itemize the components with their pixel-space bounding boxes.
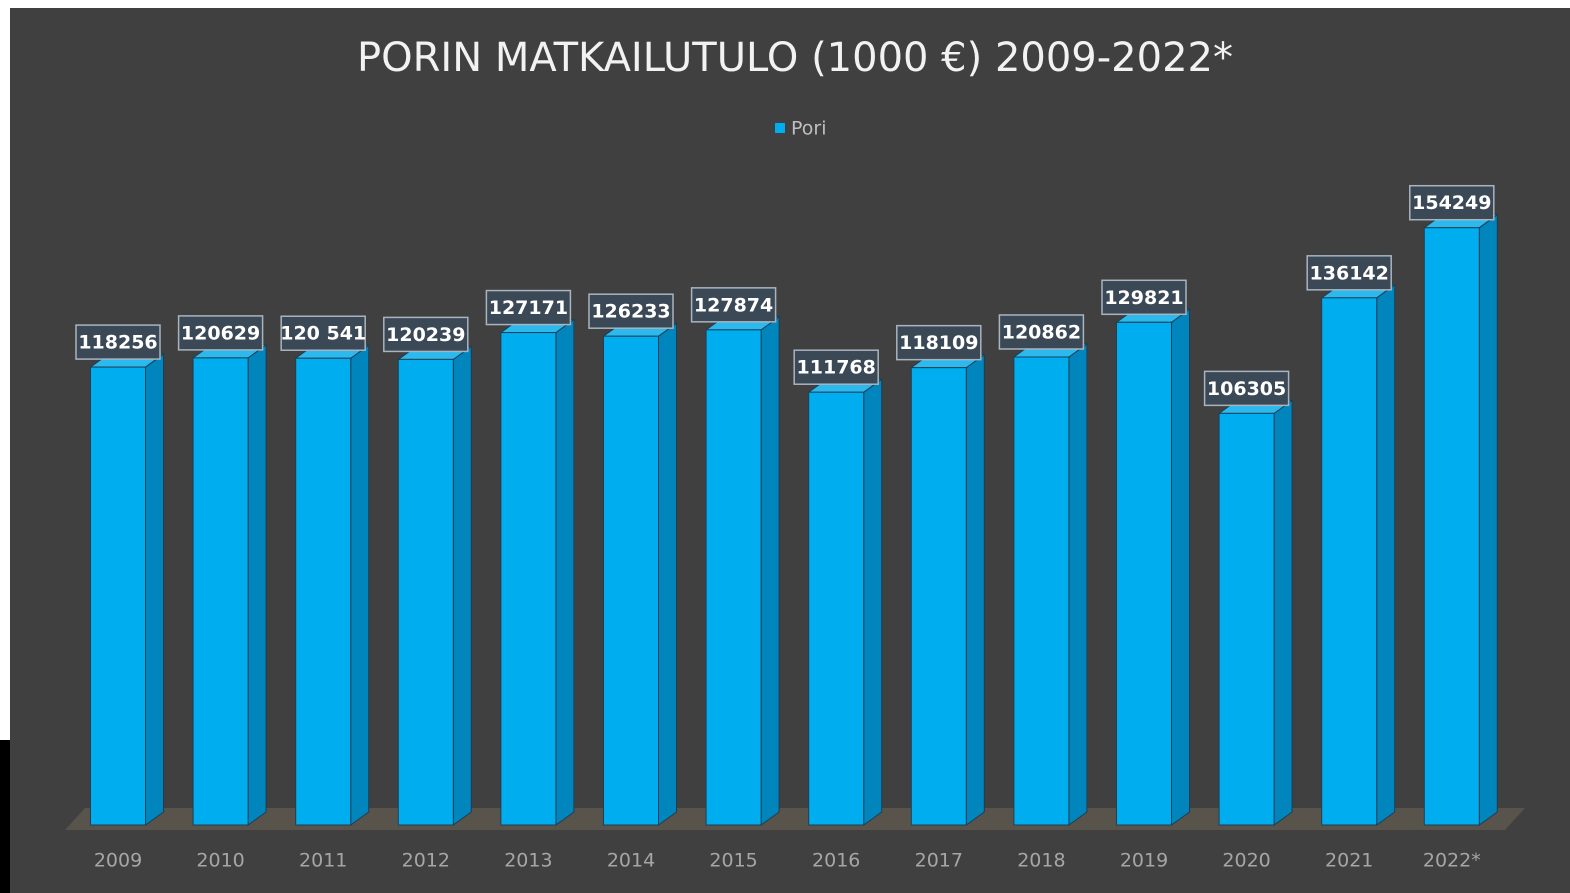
bar-side: [965, 353, 985, 826]
data-label-box: [1101, 279, 1187, 316]
floor: [65, 808, 1525, 830]
data-label: 136142: [1310, 262, 1389, 284]
bar-side: [1376, 283, 1396, 826]
x-tick-label: 2011: [299, 850, 347, 872]
bar-side: [350, 344, 370, 826]
data-label-box: [177, 315, 264, 351]
data-label: 154249: [1412, 192, 1491, 214]
x-tick-label: 2015: [709, 850, 757, 872]
x-tick-label: 2020: [1222, 850, 1270, 872]
data-label-box: [588, 293, 674, 329]
bar-side: [1478, 213, 1498, 826]
x-tick-label: 2012: [402, 850, 450, 872]
bar-side: [452, 345, 472, 826]
bar: [705, 329, 762, 826]
bar: [295, 357, 352, 826]
bar-side: [1171, 308, 1190, 826]
x-tick-label: 2019: [1120, 850, 1168, 872]
data-label: 120629: [181, 322, 260, 344]
x-tick-label: 2021: [1325, 850, 1373, 872]
bar-side: [1068, 343, 1088, 826]
bar: [1116, 321, 1172, 826]
data-label-box: [280, 315, 366, 351]
legend-label: Pori: [791, 118, 827, 140]
x-tick-label: 2017: [915, 850, 963, 872]
bar-side: [863, 378, 883, 826]
bar: [90, 366, 146, 826]
bar: [603, 335, 659, 826]
data-label: 120 541: [280, 323, 366, 345]
bar: [500, 332, 557, 826]
data-label-box: [793, 349, 879, 385]
bar: [808, 391, 865, 826]
bar: [1423, 227, 1480, 826]
bar: [910, 367, 967, 826]
x-tick-label: 2010: [196, 850, 244, 872]
data-label: 120239: [386, 324, 465, 346]
data-label: 127171: [489, 297, 568, 319]
chart-background: [10, 8, 1570, 893]
bar: [397, 358, 454, 826]
data-label-box: [998, 314, 1085, 350]
data-label-box: [690, 287, 777, 323]
bar: [1218, 412, 1275, 826]
x-tick-label: 2018: [1017, 850, 1065, 872]
x-tick-label: 2009: [94, 850, 142, 872]
bar: [192, 357, 249, 826]
x-tick-label: 2014: [607, 850, 655, 872]
data-label: 127874: [694, 294, 773, 316]
data-label-box: [1306, 255, 1392, 291]
bar-side: [760, 315, 780, 826]
data-label: 118109: [899, 332, 978, 354]
x-tick-label: 2022*: [1423, 850, 1481, 872]
corner: [0, 740, 12, 893]
bar-side: [247, 343, 267, 826]
bar-side: [658, 322, 677, 826]
bar-side: [145, 353, 164, 826]
bar-side: [555, 318, 575, 826]
bar: [1013, 356, 1070, 826]
data-label-box: [75, 324, 161, 360]
x-tick-label: 2016: [812, 850, 860, 872]
data-label: 118256: [78, 332, 157, 354]
bar-side: [1273, 399, 1293, 826]
x-tick-label: 2013: [504, 850, 552, 872]
data-label-box: [485, 289, 572, 326]
data-label: 120862: [1002, 321, 1081, 343]
data-label: 106305: [1207, 378, 1286, 400]
data-label-box: [1203, 370, 1290, 407]
data-label: 129821: [1104, 287, 1183, 309]
data-label-box: [1409, 184, 1495, 221]
data-label-box: [896, 324, 982, 361]
bar: [1321, 297, 1378, 826]
legend-swatch: [775, 123, 785, 133]
chart-title: PORIN MATKAILUTULO (1000 €) 2009-2022*: [357, 35, 1233, 81]
data-label: 111768: [797, 357, 876, 379]
data-label: 126233: [591, 301, 670, 323]
data-label-box: [383, 316, 469, 353]
